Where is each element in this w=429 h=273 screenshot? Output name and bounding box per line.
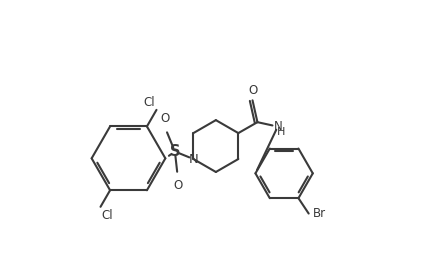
Text: O: O xyxy=(248,84,257,96)
Text: Cl: Cl xyxy=(143,96,155,108)
Text: S: S xyxy=(169,144,180,159)
Text: O: O xyxy=(173,179,182,192)
Text: O: O xyxy=(161,112,170,125)
Text: Br: Br xyxy=(313,206,326,219)
Text: H: H xyxy=(276,127,285,137)
Text: N: N xyxy=(188,153,198,165)
Text: N: N xyxy=(274,120,282,133)
Text: Cl: Cl xyxy=(101,209,113,222)
